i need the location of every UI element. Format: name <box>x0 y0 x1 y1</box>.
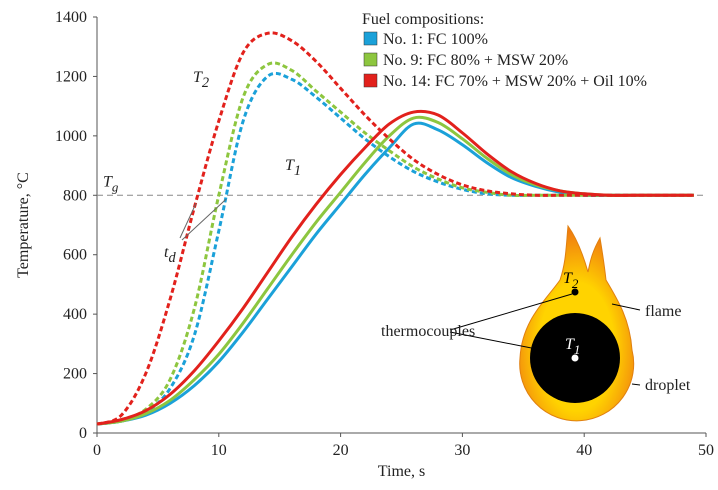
annotation-sub: 1 <box>574 342 580 357</box>
diagram-label: flame <box>645 303 681 320</box>
x-axis-label: Time, s <box>378 463 425 480</box>
y-tick-label: 800 <box>63 187 87 204</box>
legend-label: No. 14: FC 70% + MSW 20% + Oil 10% <box>383 73 647 90</box>
droplet-diagram <box>450 226 640 421</box>
legend-title: Fuel compositions: <box>362 11 484 28</box>
annotation-sub: g <box>112 179 119 194</box>
diagram-label: thermocouples <box>381 323 475 340</box>
annotation-sub: 1 <box>294 163 301 179</box>
annotation-sub: d <box>168 250 176 266</box>
annotation: td <box>164 244 176 266</box>
y-tick-label: 1000 <box>55 128 87 145</box>
pointer <box>632 384 640 385</box>
diagram-label: droplet <box>645 377 691 394</box>
x-tick-label: 10 <box>211 442 227 459</box>
x-tick-label: 30 <box>454 442 470 459</box>
annotation: T1 <box>285 157 301 179</box>
legend-swatch <box>364 74 377 87</box>
legend-label: No. 1: FC 100% <box>383 31 488 48</box>
legend-swatch <box>364 32 377 45</box>
annotation-sub: 2 <box>572 276 579 291</box>
x-tick-label: 0 <box>93 442 101 459</box>
y-tick-label: 1200 <box>55 68 87 85</box>
y-tick-label: 400 <box>63 306 87 323</box>
legend-swatch <box>364 53 377 66</box>
x-tick-label: 50 <box>698 442 714 459</box>
annotation: Tg <box>103 173 119 194</box>
y-axis-label: Temperature, °C <box>15 172 32 278</box>
legend-label: No. 9: FC 80% + MSW 20% <box>383 52 568 69</box>
chart: 0 200 400 600 800 1000 1200 1400 0 10 20 30 40 50 Time… <box>0 0 718 485</box>
y-tick-label: 0 <box>79 425 87 442</box>
y-tick-label: 200 <box>63 366 87 383</box>
pointer <box>180 203 196 238</box>
x-tick-label: 20 <box>333 442 349 459</box>
y-tick-label: 1400 <box>55 9 87 26</box>
x-tick-label: 40 <box>576 442 592 459</box>
annotation-sub: 2 <box>202 75 209 91</box>
annotation: T2 <box>193 69 209 91</box>
y-tick-label: 600 <box>63 247 87 264</box>
